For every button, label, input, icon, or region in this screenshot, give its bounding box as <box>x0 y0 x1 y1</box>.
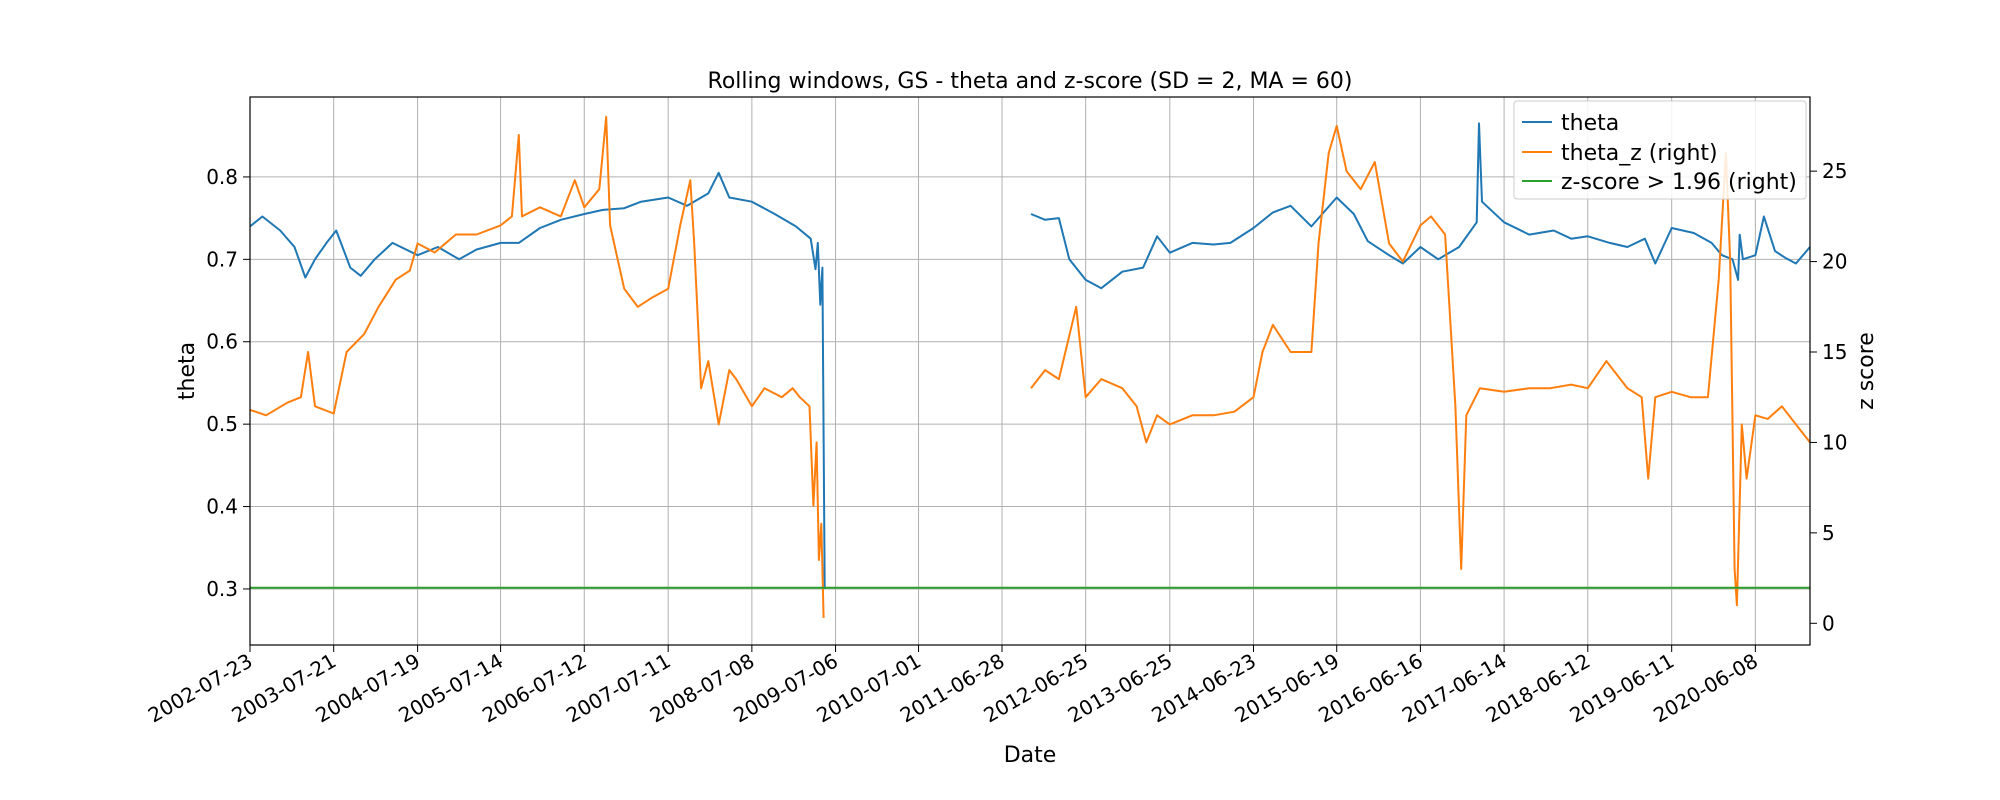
y-tick-label-right: 5 <box>1822 521 1835 545</box>
plot-frame <box>249 96 1811 646</box>
legend: theta theta_z (right) z-score > 1.96 (ri… <box>1513 100 1807 200</box>
legend-box <box>1513 100 1807 200</box>
y-tick-label-left: 0.7 <box>206 247 238 271</box>
y-axis-label-right: z score <box>1854 332 1879 410</box>
y-tick-label-right: 10 <box>1822 430 1847 454</box>
y-tick-label-right: 20 <box>1822 250 1847 274</box>
series-line-theta-z-right <box>249 115 825 618</box>
x-axis-label: Date <box>1004 743 1057 768</box>
y-tick-label-left: 0.4 <box>206 495 238 519</box>
y-tick-label-left: 0.6 <box>206 330 238 354</box>
y-axis-label-left: theta <box>175 342 200 400</box>
y-tick-label-left: 0.5 <box>206 412 238 436</box>
y-tick-label-right: 0 <box>1822 611 1835 635</box>
series-line-theta <box>1030 122 1811 290</box>
y-tick-label-right: 15 <box>1822 340 1847 364</box>
series-line-theta <box>249 171 826 590</box>
legend-label-threshold: z-score > 1.96 (right) <box>1561 170 1797 195</box>
chart-title: Rolling windows, GS - theta and z-score … <box>708 69 1353 94</box>
series-layer <box>249 115 1811 618</box>
legend-label-theta: theta <box>1561 111 1619 136</box>
legend-label-theta-z: theta_z (right) <box>1561 141 1718 166</box>
y-tick-label-right: 25 <box>1822 159 1847 183</box>
y-tick-label-left: 0.3 <box>206 577 238 601</box>
y-tick-label-left: 0.8 <box>206 165 238 189</box>
grid <box>249 97 1810 645</box>
